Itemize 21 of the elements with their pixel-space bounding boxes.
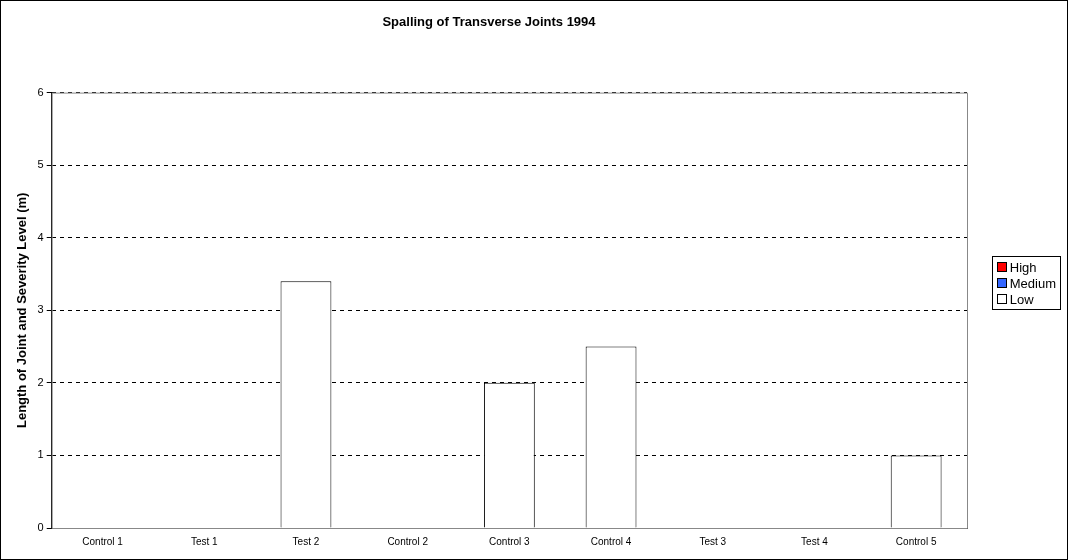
x-tick-label: Control 3 xyxy=(489,535,531,547)
y-tick-label: 5 xyxy=(37,158,44,171)
y-tick-label: 0 xyxy=(37,521,44,534)
y-tick-label: 1 xyxy=(37,448,44,461)
x-tick-label: Test 3 xyxy=(699,535,727,547)
y-tick-label: 2 xyxy=(37,375,44,388)
legend-label: High xyxy=(1009,259,1037,275)
x-tick-label: Control 5 xyxy=(895,535,937,547)
x-tick-label: Test 1 xyxy=(190,535,219,547)
x-tick-label: Control 2 xyxy=(387,535,429,547)
x-tick-label: Test 2 xyxy=(292,535,320,547)
text: Low xyxy=(1009,291,1034,307)
x-tick-label: Control 4 xyxy=(590,535,632,547)
y-axis-title: Length of Joint and Severity Level (m) xyxy=(14,192,30,429)
y-tick-label: 3 xyxy=(37,303,44,316)
legend-label: Medium xyxy=(1009,275,1056,291)
x-tick-label: Control 1 xyxy=(82,535,124,547)
chart-title: Spalling of Transverse Joints 1994 xyxy=(382,14,597,30)
y-tick-label: 4 xyxy=(37,230,44,243)
x-tick-label: Test 4 xyxy=(801,535,829,547)
y-tick-label: 6 xyxy=(37,85,44,98)
